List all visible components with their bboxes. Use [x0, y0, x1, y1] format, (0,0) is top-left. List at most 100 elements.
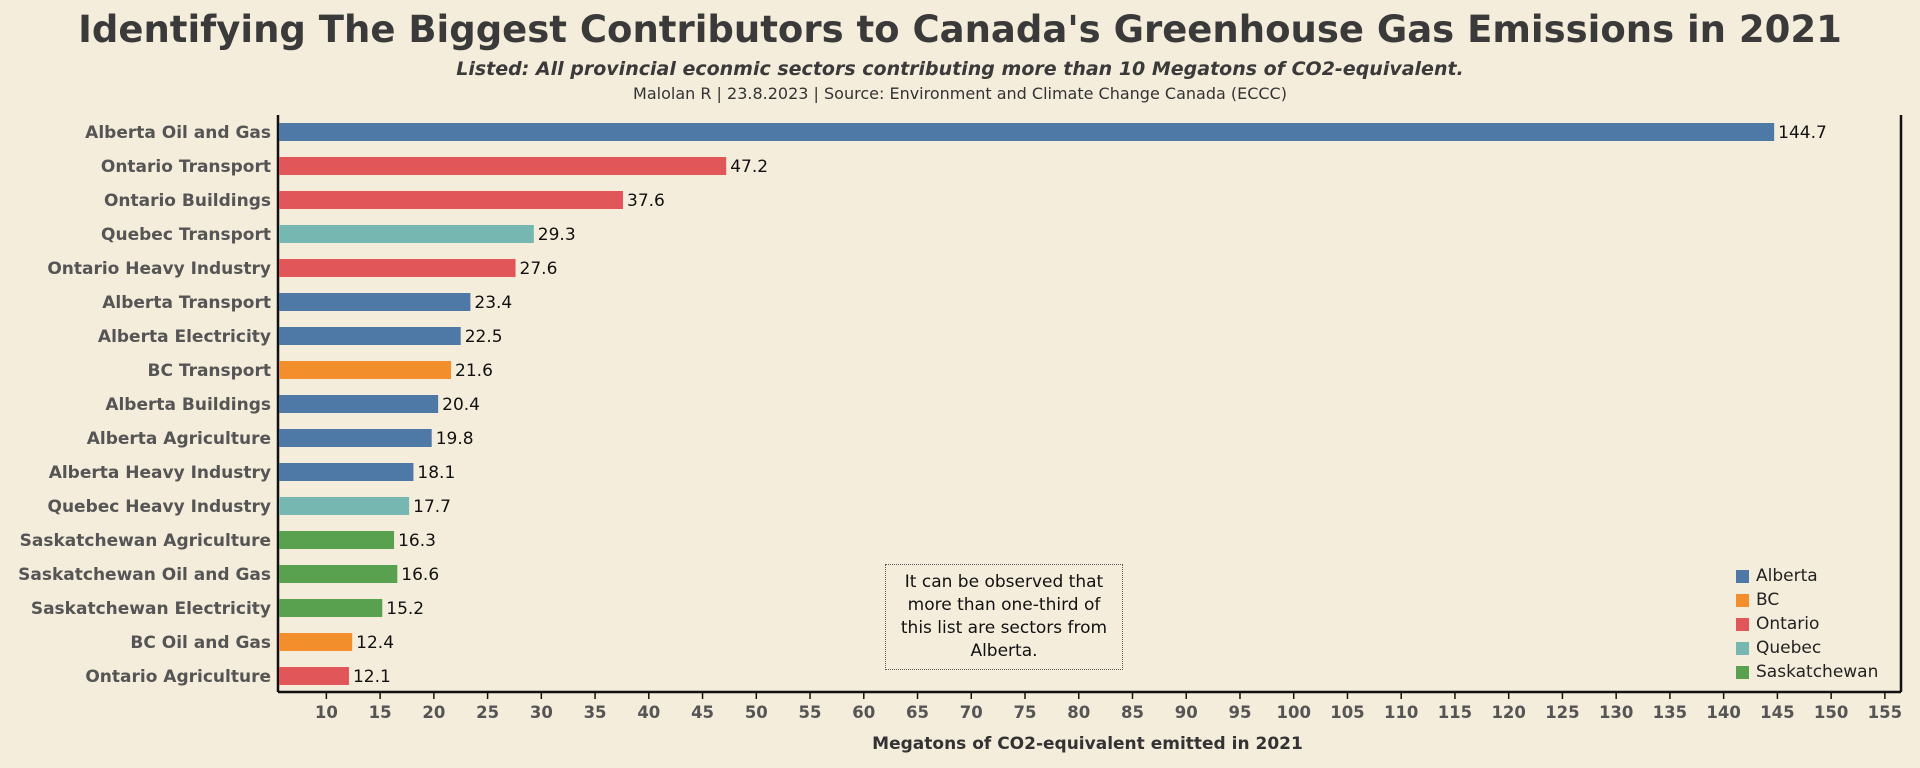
category-label: Saskatchewan Oil and Gas: [18, 565, 271, 585]
bar: [279, 361, 452, 379]
legend-swatch: [1736, 641, 1749, 655]
legend-swatch: [1736, 569, 1749, 583]
category-label: BC Transport: [147, 361, 271, 381]
category-label: BC Oil and Gas: [130, 633, 271, 653]
annotation-box: It can be observed that more than one-th…: [885, 564, 1123, 670]
x-tick-label: 130: [1599, 703, 1633, 722]
bar: [279, 565, 398, 583]
category-label: Alberta Buildings: [105, 395, 271, 415]
value-label: 15.2: [386, 599, 424, 619]
legend-item: Alberta: [1736, 564, 1878, 588]
value-label: 22.5: [465, 327, 503, 347]
x-tick-label: 75: [1014, 703, 1037, 722]
category-label: Ontario Agriculture: [85, 667, 271, 687]
x-tick-label: 80: [1067, 703, 1090, 722]
category-label: Ontario Buildings: [104, 191, 271, 211]
bar: [279, 259, 516, 277]
value-label: 47.2: [730, 157, 768, 177]
category-label: Saskatchewan Electricity: [31, 599, 271, 619]
value-label: 29.3: [538, 225, 576, 245]
value-label: 27.6: [520, 259, 558, 279]
bar: [279, 225, 534, 243]
chart-credit: Malolan R | 23.8.2023 | Source: Environm…: [633, 84, 1287, 103]
x-tick-label: 145: [1760, 703, 1794, 722]
x-tick-label: 10: [315, 703, 338, 722]
bar: [279, 293, 471, 311]
legend-item: BC: [1736, 588, 1878, 612]
x-tick-label: 40: [637, 703, 660, 722]
value-label: 18.1: [417, 463, 455, 483]
x-tick-label: 110: [1384, 703, 1418, 722]
x-tick-label: 45: [691, 703, 714, 722]
x-tick-label: 55: [799, 703, 822, 722]
value-label: 12.4: [356, 633, 394, 653]
legend-item: Quebec: [1736, 636, 1878, 660]
category-label: Ontario Heavy Industry: [47, 259, 271, 279]
legend-label: Alberta: [1756, 566, 1818, 586]
category-label: Alberta Electricity: [98, 327, 271, 347]
x-tick-label: 135: [1653, 703, 1687, 722]
value-label: 23.4: [474, 293, 512, 313]
x-tick-label: 105: [1330, 703, 1364, 722]
x-tick-label: 35: [584, 703, 607, 722]
value-label: 19.8: [436, 429, 474, 449]
legend-label: BC: [1756, 590, 1780, 610]
x-tick-label: 65: [906, 703, 929, 722]
legend-item: Ontario: [1736, 612, 1878, 636]
legend-swatch: [1736, 665, 1749, 679]
bar: [279, 395, 439, 413]
chart-subtitle: Listed: All provincial econmic sectors c…: [456, 58, 1464, 80]
bar: [279, 667, 349, 685]
legend-item: Saskatchewan: [1736, 660, 1878, 684]
value-label: 16.3: [398, 531, 436, 551]
value-label: 16.6: [401, 565, 439, 585]
bar: [279, 429, 432, 447]
category-label: Alberta Transport: [102, 293, 271, 313]
legend: Alberta BC Ontario Quebec Saskatchewan: [1736, 564, 1878, 684]
legend-label: Quebec: [1756, 638, 1822, 658]
x-tick-label: 70: [960, 703, 983, 722]
bar: [279, 191, 624, 209]
bar: [279, 599, 383, 617]
x-axis-title: Megatons of CO2-equivalent emitted in 20…: [872, 734, 1303, 754]
category-label: Saskatchewan Agriculture: [20, 531, 271, 551]
legend-label: Saskatchewan: [1756, 662, 1879, 682]
value-label: 17.7: [413, 497, 451, 517]
value-label: 144.7: [1778, 123, 1827, 143]
x-tick-label: 85: [1121, 703, 1144, 722]
x-tick-label: 155: [1868, 703, 1902, 722]
value-label: 21.6: [455, 361, 493, 381]
bar: [279, 497, 410, 515]
category-label: Ontario Transport: [101, 157, 271, 177]
category-label: Alberta Heavy Industry: [49, 463, 271, 483]
x-tick-label: 140: [1706, 703, 1740, 722]
x-tick-label: 125: [1545, 703, 1579, 722]
legend-label: Ontario: [1756, 614, 1820, 634]
value-label: 12.1: [353, 667, 391, 687]
category-label: Quebec Heavy Industry: [48, 497, 272, 517]
x-tick-label: 60: [852, 703, 875, 722]
bar: [279, 633, 353, 651]
x-tick-label: 15: [369, 703, 392, 722]
x-tick-label: 120: [1491, 703, 1525, 722]
x-tick-label: 95: [1228, 703, 1251, 722]
bar: [279, 463, 414, 481]
x-tick-label: 30: [530, 703, 553, 722]
legend-swatch: [1736, 617, 1749, 631]
bar: [279, 531, 395, 549]
category-label: Alberta Oil and Gas: [85, 123, 271, 143]
legend-swatch: [1736, 593, 1749, 607]
x-tick-label: 115: [1438, 703, 1472, 722]
category-label: Alberta Agriculture: [87, 429, 271, 449]
category-label: Quebec Transport: [101, 225, 271, 245]
x-tick-label: 90: [1175, 703, 1198, 722]
x-tick-label: 100: [1276, 703, 1310, 722]
chart-title: Identifying The Biggest Contributors to …: [78, 8, 1842, 51]
value-label: 20.4: [442, 395, 480, 415]
value-label: 37.6: [627, 191, 665, 211]
bar: [279, 157, 727, 175]
bar: [279, 123, 1775, 141]
x-tick-label: 50: [745, 703, 768, 722]
bar: [279, 327, 461, 345]
